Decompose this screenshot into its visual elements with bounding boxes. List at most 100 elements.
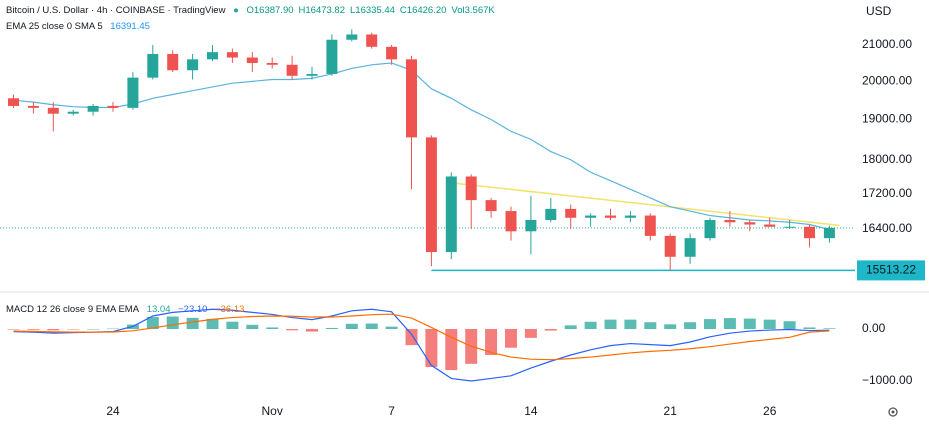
macd-line [13,308,830,382]
histogram-bar [544,329,557,331]
histogram-bar [425,329,438,367]
candle-body [784,226,796,228]
settings-icon[interactable] [888,407,898,417]
histogram-bar [763,319,776,330]
candle-body [485,200,497,212]
candle-body [406,59,417,138]
candle-body [804,226,815,239]
x-tick-label: 26 [763,404,777,418]
candle-body [67,111,79,114]
header: Bitcoin / U.S. Dollar · 4h · COINBASE · … [6,5,495,16]
histogram-bar [644,322,657,330]
y-tick-label: 20000.00 [862,74,912,88]
macd-line [13,313,830,361]
x-tick-label: Nov [262,404,283,418]
histogram-bar [723,318,736,330]
histogram-bar [803,327,816,330]
candle-body [266,62,278,65]
histogram-bar [624,319,637,330]
candle-body [545,208,557,221]
macd-header: MACD 12 26 close 9 EMA EMA 13.04 −23.10 … [6,304,249,315]
histogram-bar [345,323,358,330]
x-tick-label: 7 [388,404,395,418]
candle-body [585,215,597,218]
candle-body [27,105,39,108]
candle-body [107,105,119,108]
histogram-bar [823,328,836,330]
indicator-value: 16391.45 [110,21,150,32]
x-tick-label: 14 [524,404,538,418]
histogram-bar [505,329,517,348]
histogram-bar [604,319,617,330]
candle-body [87,105,99,112]
y-tick-label: −1000.00 [862,373,913,387]
histogram-bar [306,329,318,332]
histogram-bar [365,323,378,330]
candle-body [326,39,338,74]
currency: USD [866,4,892,18]
histogram-bar [485,329,498,356]
status-item: Vol3.567K [451,5,495,16]
status-item: L16335.44 [350,5,395,16]
histogram-bar [27,329,40,330]
status-item: H16473.82 [298,5,345,16]
trend-line [451,182,840,227]
histogram-bar [107,328,119,330]
histogram-bar [385,326,398,330]
histogram-bar [664,324,677,330]
histogram-bar [684,322,697,330]
candle-body [704,220,716,239]
ema-line [13,62,830,231]
candle-body [465,176,477,201]
indicator-header: EMA 25 close 0 SMA 5 16391.45 [6,21,155,32]
signal-value: −36.13 [215,304,245,315]
candle-body [286,64,298,76]
status-item: C16426.20 [399,5,447,16]
candle-body [684,238,696,257]
horizontal-line-label-box [857,260,925,281]
candle-body [306,73,318,76]
y-tick-label: 16400.00 [862,221,912,235]
macd-name: MACD 12 26 close 9 EMA EMA [6,304,140,315]
histogram-bar [524,329,537,338]
candle-body [565,208,577,218]
candle-body [525,220,537,232]
candle-body [226,52,238,58]
histogram-bar [286,329,299,331]
candle-body [47,107,59,114]
candle-body [246,57,258,63]
y-tick-label: 21000.00 [862,37,912,51]
candle-body [8,98,19,106]
candle-body [445,176,457,253]
candle-body [187,59,199,71]
histogram-bar [67,329,80,330]
symbol-title: Bitcoin / U.S. Dollar · 4h · COINBASE · … [6,5,226,16]
histogram-bar [704,319,716,330]
x-tick-label: 24 [106,404,120,418]
candle-body [624,215,636,218]
y-tick-label: 17200.00 [862,186,912,200]
histogram-bar [246,324,259,330]
y-tick-label: 0.00 [862,321,886,335]
candle-body [744,222,756,225]
histogram-bar [405,329,418,346]
macd-value: −23.10 [178,304,208,315]
candle-body [147,53,159,78]
indicator-name: EMA 25 close 0 SMA 5 [6,21,103,32]
candle-body [207,52,218,60]
y-tick-label: 18000.00 [862,152,912,166]
candle-body [724,220,736,223]
candle-body [425,137,437,253]
candle-body [366,34,378,47]
histogram-bar [584,321,597,330]
histogram-bar [186,317,199,330]
histogram-bar [564,325,577,330]
horizontal-line-label: 15513.22 [866,263,916,277]
histogram-bar [166,316,179,330]
candle-body [505,211,517,232]
histogram-bar [325,327,338,330]
histogram-bar [87,329,100,330]
histogram-bar [226,321,239,330]
candle-body [644,215,656,236]
